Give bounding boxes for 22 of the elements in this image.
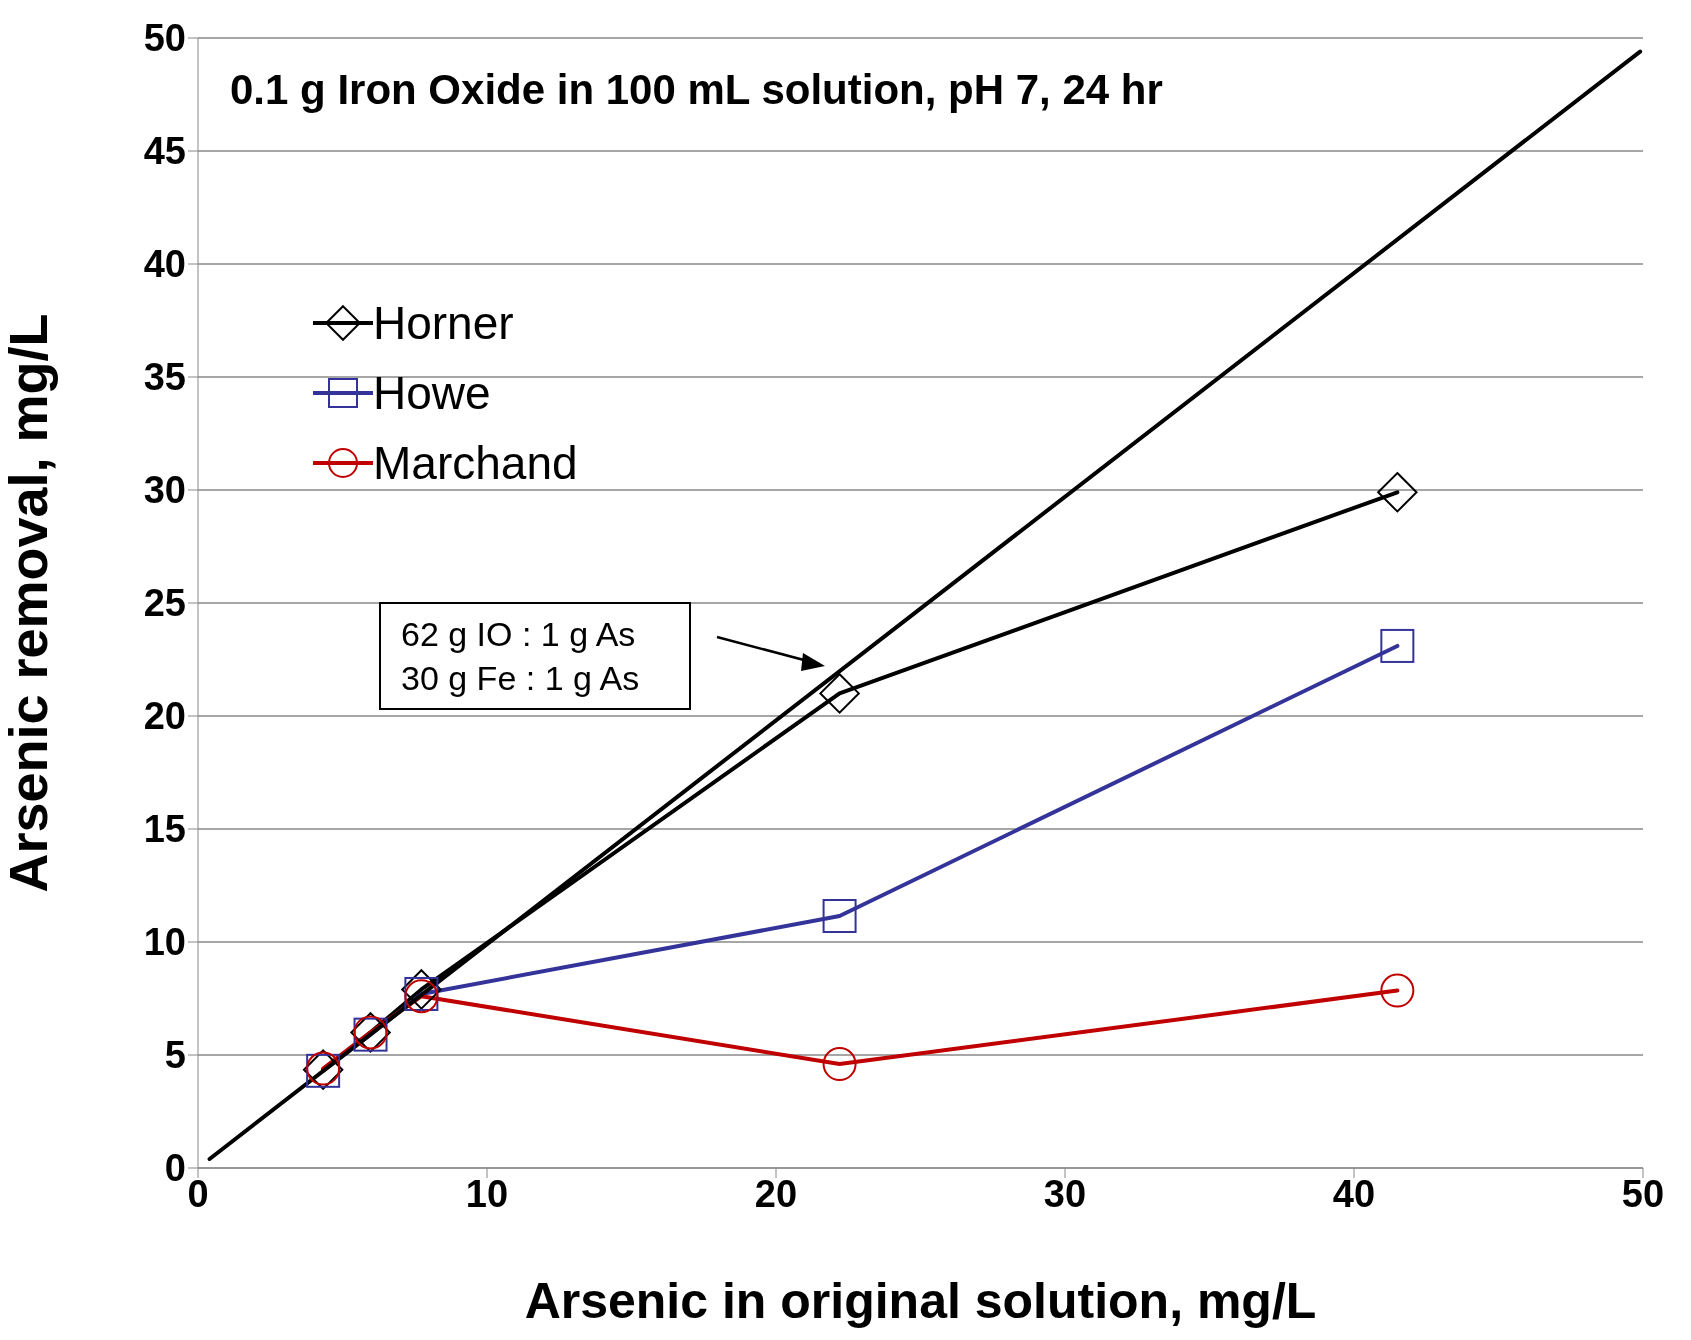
legend-label: Marchand <box>373 436 578 490</box>
y-tick-label: 50 <box>143 17 186 60</box>
text: 0.1 g Iron Oxide in 100 mL solution, pH 7, 24 hr <box>230 66 1163 114</box>
x-tick-label: 10 <box>465 1172 509 1215</box>
x-tick-label: 30 <box>1043 1172 1087 1215</box>
legend-label: Howe <box>373 366 491 420</box>
y-tick-label: 10 <box>143 921 186 964</box>
y-tick-label: 20 <box>143 695 186 738</box>
x-tick-label: 40 <box>1332 1172 1376 1215</box>
y-tick-label: 30 <box>143 469 186 512</box>
y-axis-title: Arsenic removal, mg/L <box>0 313 59 893</box>
x-tick-label: 50 <box>1621 1172 1665 1215</box>
y-tick-label: 45 <box>143 130 186 173</box>
y-tick-label: 25 <box>143 582 186 625</box>
x-tick-label: 20 <box>754 1172 798 1215</box>
y-tick-label: 5 <box>164 1034 186 1077</box>
y-tick-label: 35 <box>143 356 186 399</box>
callout-box: 62 g IO : 1 g As 30 g Fe : 1 g As <box>379 602 691 710</box>
legend-label: Horner <box>373 296 514 350</box>
y-tick-label: 40 <box>143 243 186 286</box>
y-tick-label: 15 <box>143 808 186 851</box>
x-axis-title: Arsenic in original solution, mg/L <box>524 1273 1317 1329</box>
